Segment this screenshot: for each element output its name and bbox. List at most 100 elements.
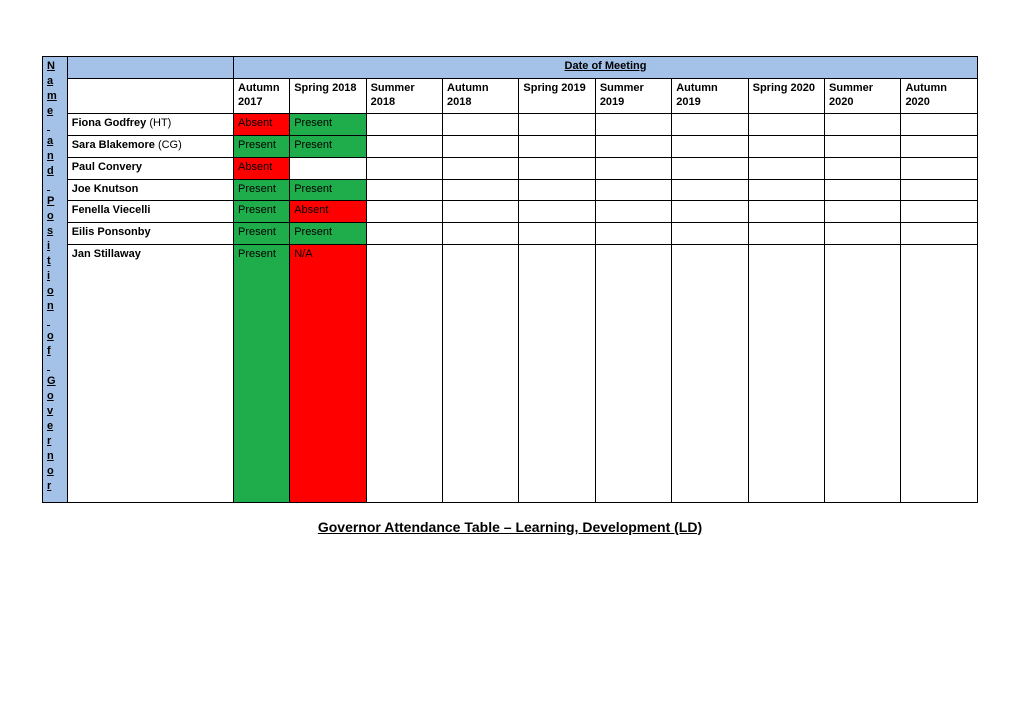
attendance-cell [748, 201, 824, 223]
term-header: Summer 2020 [825, 78, 901, 114]
attendance-cell: Absent [234, 114, 290, 136]
attendance-cell [366, 201, 442, 223]
term-header: Summer 2019 [595, 78, 671, 114]
attendance-cell [595, 201, 671, 223]
table-row: Eilis PonsonbyPresentPresent [43, 223, 978, 245]
attendance-cell [672, 136, 748, 158]
attendance-cell [825, 223, 901, 245]
attendance-cell [901, 179, 978, 201]
term-header: Autumn 2017 [234, 78, 290, 114]
attendance-cell [901, 157, 978, 179]
attendance-cell [595, 157, 671, 179]
attendance-cell [901, 136, 978, 158]
attendance-cell [748, 223, 824, 245]
term-header: Autumn 2020 [901, 78, 978, 114]
attendance-cell: Absent [290, 201, 366, 223]
attendance-cell [825, 244, 901, 502]
attendance-cell [519, 201, 595, 223]
attendance-cell [595, 223, 671, 245]
attendance-cell: Present [290, 223, 366, 245]
name-column-header [67, 78, 233, 114]
attendance-cell [901, 244, 978, 502]
footer-title: Governor Attendance Table – Learning, De… [42, 519, 978, 535]
attendance-cell [825, 114, 901, 136]
attendance-cell [748, 179, 824, 201]
attendance-cell [519, 114, 595, 136]
attendance-cell [672, 179, 748, 201]
term-header: Summer 2018 [366, 78, 442, 114]
table-row: Fenella ViecelliPresentAbsent [43, 201, 978, 223]
governor-name: Fiona Godfrey (HT) [67, 114, 233, 136]
date-of-meeting-header: Date of Meeting [234, 57, 978, 79]
attendance-cell [443, 157, 519, 179]
attendance-cell [519, 244, 595, 502]
page: Name and Position of Governor Date of Me… [0, 0, 1020, 720]
attendance-cell [672, 244, 748, 502]
term-header: Spring 2020 [748, 78, 824, 114]
attendance-cell [595, 114, 671, 136]
attendance-cell [672, 201, 748, 223]
attendance-cell [901, 201, 978, 223]
attendance-table: Name and Position of Governor Date of Me… [42, 56, 978, 503]
attendance-cell [825, 179, 901, 201]
term-header: Spring 2018 [290, 78, 366, 114]
attendance-cell [595, 136, 671, 158]
governor-note: (HT) [146, 117, 171, 129]
attendance-cell [366, 136, 442, 158]
attendance-cell [595, 244, 671, 502]
attendance-cell [672, 114, 748, 136]
attendance-cell: Present [234, 179, 290, 201]
attendance-cell [825, 201, 901, 223]
governor-name: Sara Blakemore (CG) [67, 136, 233, 158]
table-row: Joe KnutsonPresentPresent [43, 179, 978, 201]
attendance-cell [901, 223, 978, 245]
governor-name: Paul Convery [67, 157, 233, 179]
attendance-cell [748, 114, 824, 136]
table-row: Sara Blakemore (CG)PresentPresent [43, 136, 978, 158]
attendance-cell [748, 244, 824, 502]
name-header-top [67, 57, 233, 79]
attendance-cell [672, 223, 748, 245]
attendance-cell: Present [234, 201, 290, 223]
attendance-cell: Present [234, 136, 290, 158]
attendance-cell [748, 157, 824, 179]
table-row: Paul ConveryAbsent [43, 157, 978, 179]
attendance-cell [366, 223, 442, 245]
attendance-cell [901, 114, 978, 136]
side-header: Name and Position of Governor [43, 57, 68, 503]
attendance-cell: Present [290, 179, 366, 201]
attendance-cell [825, 157, 901, 179]
attendance-cell [443, 114, 519, 136]
attendance-cell [825, 136, 901, 158]
attendance-cell [290, 157, 366, 179]
attendance-cell [595, 179, 671, 201]
attendance-cell: Present [234, 244, 290, 502]
attendance-cell [443, 223, 519, 245]
governor-name: Jan Stillaway [67, 244, 233, 502]
attendance-cell [366, 179, 442, 201]
governor-note: (CG) [155, 139, 182, 151]
attendance-cell [443, 201, 519, 223]
attendance-cell [519, 179, 595, 201]
table-row: Fiona Godfrey (HT)AbsentPresent [43, 114, 978, 136]
attendance-cell: Present [290, 136, 366, 158]
table-row: Jan StillawayPresentN/A [43, 244, 978, 502]
governor-name: Joe Knutson [67, 179, 233, 201]
term-header: Autumn 2019 [672, 78, 748, 114]
attendance-cell [366, 157, 442, 179]
attendance-cell [366, 114, 442, 136]
attendance-cell: Present [290, 114, 366, 136]
attendance-cell: N/A [290, 244, 366, 502]
attendance-cell [748, 136, 824, 158]
attendance-cell [672, 157, 748, 179]
attendance-cell [519, 157, 595, 179]
attendance-cell [366, 244, 442, 502]
term-header: Spring 2019 [519, 78, 595, 114]
attendance-cell: Absent [234, 157, 290, 179]
attendance-cell [443, 244, 519, 502]
attendance-cell [443, 136, 519, 158]
table-body: Name and Position of Governor Date of Me… [43, 57, 978, 503]
term-header: Autumn 2018 [443, 78, 519, 114]
attendance-cell: Present [234, 223, 290, 245]
attendance-cell [443, 179, 519, 201]
